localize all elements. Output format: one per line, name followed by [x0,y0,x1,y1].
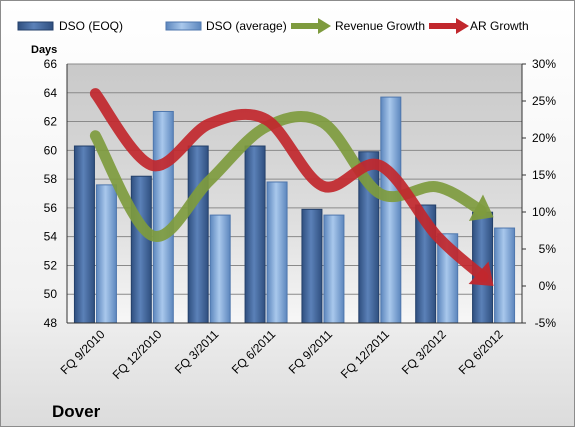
legend-label: AR Growth [470,19,529,33]
bar-dso-average [494,227,516,324]
bar-dso-average [209,214,231,324]
bar-dso-average [323,214,345,324]
legend-item-dso-average-: DSO (average) [165,19,287,33]
y-tick-label: 48 [44,316,58,330]
legend-arrow-icon [318,18,331,34]
arrowhead-revenue-growth [468,194,494,221]
y-tick-label: 58 [44,172,58,186]
y-tick-label: 50 [44,287,58,301]
legend-label: DSO (average) [206,19,287,33]
bar-dso-eoq [130,175,152,324]
x-tick-label: FQ 3/2012 [399,327,449,377]
y-tick-label: 64 [44,86,58,100]
bar-dso-eoq [73,145,95,324]
bar-dso-eoq [244,145,266,324]
legend-swatch [165,21,202,31]
x-tick-label: FQ 3/2011 [172,327,222,377]
y-tick-label: 60 [44,143,58,157]
y2-tick-label: -5% [535,316,557,330]
legend-label: DSO (EOQ) [59,19,123,33]
y2-tick-label: 15% [532,168,556,182]
bar-dso-eoq [301,208,323,324]
bar-dso-average [380,96,402,324]
line-ar-growth [89,88,489,283]
x-tick-label: FQ 6/2011 [229,327,279,377]
bar-dso-average [95,184,117,324]
y2-tick-label: 20% [532,131,556,145]
x-tick-label: FQ 12/2010 [110,327,165,382]
bar-dso-average [266,181,288,324]
x-tick-label: FQ 9/2011 [286,327,336,377]
legend-item-dso-eoq-: DSO (EOQ) [17,19,123,33]
x-tick-label: FQ 6/2012 [456,327,506,377]
growth-lines [89,88,494,286]
company-name: Dover [52,402,101,421]
x-tick-label: FQ 12/2011 [338,327,392,381]
y-tick-label: 62 [44,115,58,129]
legend-arrow-icon [456,18,469,34]
y2-tick-label: 5% [539,242,557,256]
x-tick-label: FQ 9/2010 [58,327,108,377]
bar-dso-eoq [187,145,209,324]
legend: DSO (EOQ) DSO (average) Revenue Growth AR G… [17,18,529,34]
y-tick-label: 52 [44,258,58,272]
bar-dso-average [152,110,174,324]
y-tick-label: 56 [44,201,58,215]
y2-tick-label: 30% [532,57,556,71]
legend-item-revenue-growth: Revenue Growth [291,18,425,34]
y2-tick-label: 25% [532,94,556,108]
arrowhead-ar-growth [468,261,494,286]
y-tick-label: 54 [44,230,58,244]
y2-tick-label: 0% [539,279,557,293]
line-revenue-growth [89,110,487,242]
legend-swatch [17,21,54,31]
legend-item-ar-growth: AR Growth [429,18,529,34]
y-tick-label: 66 [44,57,58,71]
y2-tick-label: 10% [532,205,556,219]
y-axis-title: Days [31,44,57,56]
legend-label: Revenue Growth [335,19,425,33]
